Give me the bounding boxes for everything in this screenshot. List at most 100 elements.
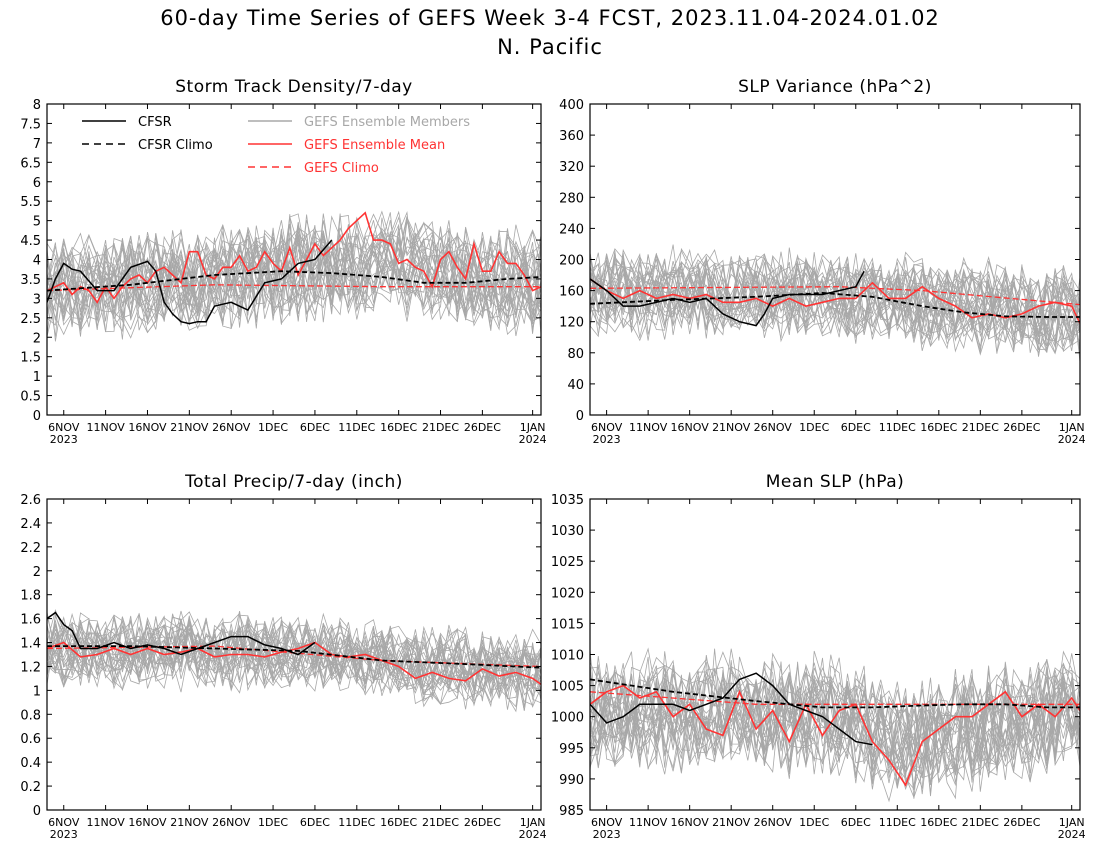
x-tick-label: 16NOV [671, 421, 710, 434]
x-tick-label: 21NOV [170, 421, 209, 434]
x-tick-label: 6NOV [591, 816, 623, 829]
x-tick-label: 1DEC [258, 816, 288, 829]
ensemble-member-line [47, 619, 541, 684]
x-tick-label: 26DEC [464, 421, 501, 434]
y-tick-label: 80 [567, 347, 584, 362]
ensemble-member-line [47, 219, 541, 330]
y-tick-label: 1010 [551, 649, 584, 664]
x-tick-label: 6NOV [48, 421, 80, 434]
title-line-1: 60-day Time Series of GEFS Week 3-4 FCST… [160, 6, 940, 30]
x-tick-label: 11DEC [879, 816, 916, 829]
y-tick-label: 3.5 [20, 273, 41, 288]
x-tick-label: 6NOV [48, 816, 80, 829]
title-line-2: N. Pacific [497, 35, 603, 59]
y-tick-label: 400 [559, 98, 584, 113]
ens-mean-line [47, 211, 541, 304]
panel-title: Total Precip/7-day (inch) [184, 472, 403, 492]
y-tick-label: 160 [559, 285, 584, 300]
x-tick-label: 21DEC [422, 816, 459, 829]
y-tick-label: 360 [559, 129, 584, 144]
chart-panel-1: Storm Track Density/7-day 0 0.5 1 1.5 2 2.5 3 3.… [20, 77, 546, 446]
ensemble-member-line [590, 255, 1080, 351]
y-tick-label: 0 [33, 804, 41, 819]
x-tick-label: 21DEC [962, 421, 999, 434]
y-tick-label: 40 [567, 378, 584, 393]
x-tick-year-label: 2023 [50, 433, 78, 446]
y-tick-label: 120 [559, 316, 584, 331]
panel-title: Mean SLP (hPa) [766, 472, 905, 492]
plot-frame [589, 103, 1081, 416]
y-tick-label: 280 [559, 191, 584, 206]
x-tick-label: 6DEC [300, 421, 330, 434]
y-tick-label: 6.5 [20, 156, 41, 171]
y-tick-label: 1015 [551, 617, 584, 632]
cfsr-climo-line [590, 291, 1080, 318]
y-tick-label: 0.6 [20, 732, 41, 747]
x-tick-label: 16NOV [128, 816, 167, 829]
y-tick-label: 320 [559, 160, 584, 175]
y-tick-label: 1025 [551, 555, 584, 570]
cfsr-climo-line [47, 270, 541, 292]
ensemble-member-line [590, 656, 1080, 799]
x-tick-label: 16NOV [671, 816, 710, 829]
ensemble-member-line [590, 252, 1080, 349]
x-tick-label: 11NOV [629, 816, 668, 829]
gefs-climo-line [47, 284, 541, 292]
y-tick-label: 2.6 [20, 493, 41, 508]
x-tick-label: 11NOV [87, 816, 126, 829]
y-tick-label: 1030 [551, 524, 584, 539]
y-tick-label: 0.5 [20, 390, 41, 405]
x-tick-label: 11DEC [879, 421, 916, 434]
ensemble-member-line [47, 213, 541, 342]
y-tick-label: 240 [559, 222, 584, 237]
x-tick-label: 6DEC [841, 421, 871, 434]
y-tick-label: 3 [33, 292, 41, 307]
ensemble-member-line [47, 220, 541, 337]
x-tick-label: 1JAN [1059, 421, 1085, 434]
ensemble-member-line [590, 668, 1080, 792]
legend: CFSR CFSR Climo GEFS Ensemble Members GEFS … [82, 115, 470, 176]
x-tick-label: 16DEC [920, 816, 957, 829]
x-tick-label: 21DEC [422, 421, 459, 434]
y-tick-label: 1005 [551, 680, 584, 695]
ens-mean-line [47, 641, 541, 686]
x-tick-label: 6DEC [841, 816, 871, 829]
panel-title: Storm Track Density/7-day [175, 77, 412, 97]
ens-mean-line [590, 278, 1080, 324]
ensemble-member-line [47, 615, 541, 694]
y-tick-label: 990 [559, 773, 584, 788]
y-tick-label: 0.2 [20, 780, 41, 795]
ensemble-member-line [47, 214, 541, 326]
x-tick-year-label: 2024 [519, 828, 547, 841]
y-tick-label: 0.8 [20, 708, 41, 723]
x-tick-label: 26DEC [1003, 816, 1040, 829]
y-tick-label: 0 [576, 409, 584, 424]
cfsr-climo-line [47, 645, 541, 669]
legend-label: GEFS Ensemble Members [304, 115, 470, 130]
y-tick-label: 2 [33, 331, 41, 346]
legend-label: GEFS Climo [304, 161, 379, 176]
ensemble-member-line [590, 259, 1080, 357]
x-tick-year-label: 2024 [519, 433, 547, 446]
y-tick-label: 5.5 [20, 195, 41, 210]
y-tick-label: 2 [33, 565, 41, 580]
x-tick-label: 1DEC [258, 421, 288, 434]
ensemble-member-line [47, 624, 541, 707]
x-tick-label: 21DEC [962, 816, 999, 829]
x-tick-label: 26DEC [464, 816, 501, 829]
cfsr-line [47, 611, 316, 656]
plot-frame [46, 498, 542, 811]
x-tick-label: 11NOV [629, 421, 668, 434]
x-tick-label: 16DEC [920, 421, 957, 434]
ensemble-member-line [590, 250, 1080, 351]
gefs-climo-line [590, 691, 1080, 705]
cfsr-line [47, 239, 333, 325]
ens-mean-line [590, 684, 1080, 787]
y-tick-label: 6 [33, 176, 41, 191]
ensemble-member-line [590, 252, 1080, 342]
y-tick-label: 7.5 [20, 117, 41, 132]
plot-frame [589, 498, 1081, 811]
ensemble-member-line [47, 216, 541, 332]
page-title: 60-day Time Series of GEFS Week 3-4 FCST… [0, 4, 1100, 62]
x-tick-label: 6DEC [300, 816, 330, 829]
